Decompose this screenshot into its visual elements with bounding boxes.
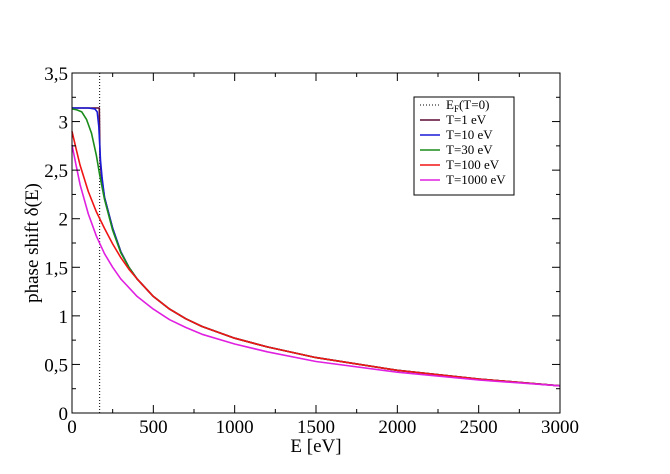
x-tick-label: 2000: [378, 417, 416, 438]
x-tick-label: 0: [67, 417, 77, 438]
x-axis-label: E [eV]: [290, 436, 341, 457]
y-axis-label: phase shift δ(E): [22, 183, 43, 303]
legend-label-1: T=10 eV: [446, 127, 493, 142]
legend-box: [413, 96, 515, 196]
plot-area-frame: [71, 72, 561, 414]
x-tick-label: 1000: [216, 417, 254, 438]
y-tick-label: 3: [59, 113, 69, 134]
x-tick-label: 2500: [460, 417, 498, 438]
ticks-layer: 0 500 1000 1500 2000 2500 3000 0 0,5 1 1,5 2 2,5 3 3,5: [44, 64, 579, 438]
legend-label-4: T=1000 eV: [446, 172, 506, 187]
series-line-t-1000-ev: [71, 144, 561, 387]
x-tick-label: 1500: [297, 417, 335, 438]
legend-label-2: T=30 eV: [446, 142, 493, 157]
legend-label-3: T=100 eV: [446, 157, 500, 172]
legend: EF(T=0)T=1 eVT=10 eVT=30 eVT=100 eVT=100…: [413, 96, 515, 196]
series-line-t-100-ev: [71, 131, 561, 387]
y-tick-label: 1: [59, 307, 69, 328]
y-tick-label: 2: [59, 210, 69, 231]
y-tick-label: 0: [59, 404, 69, 425]
y-tick-label: 0,5: [44, 355, 68, 376]
legend-label-0: T=1 eV: [446, 112, 487, 127]
series-layer: [71, 73, 561, 413]
legend-label-fermi: EF(T=0): [446, 97, 489, 114]
x-tick-label: 500: [139, 417, 168, 438]
y-tick-label: 2,5: [44, 161, 68, 182]
x-tick-label: 3000: [541, 417, 579, 438]
y-tick-label: 1,5: [44, 258, 68, 279]
y-tick-label: 3,5: [44, 64, 68, 85]
